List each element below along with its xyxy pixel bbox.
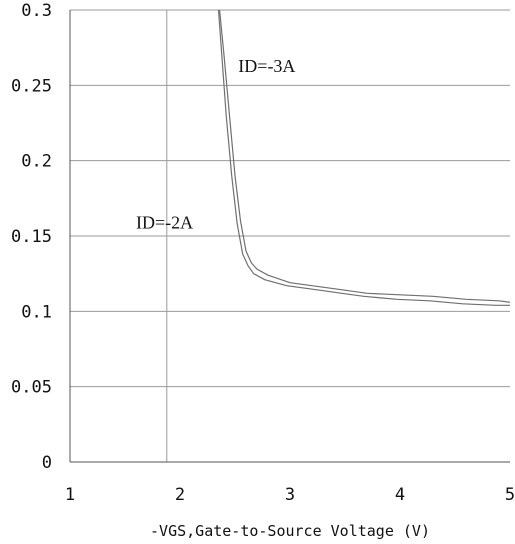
series-line-id-2a bbox=[217, 9, 510, 306]
y-tick-label: 0.3 bbox=[21, 1, 52, 21]
x-tick-label: 4 bbox=[395, 485, 405, 505]
series-annotation: ID=-2A bbox=[136, 212, 193, 232]
y-tick-label: 0.1 bbox=[21, 302, 52, 322]
x-tick-label: 5 bbox=[505, 485, 515, 505]
y-tick-label: 0.2 bbox=[21, 152, 52, 172]
series-line-id-3a bbox=[219, 9, 511, 303]
grid-layer bbox=[70, 9, 510, 462]
y-tick-label: 0 bbox=[42, 453, 52, 473]
series-annotation: ID=-3A bbox=[238, 56, 295, 76]
y-tick-label: 0.25 bbox=[11, 76, 52, 96]
axis-layer bbox=[69, 10, 510, 463]
x-tick-label: 3 bbox=[285, 485, 295, 505]
y-tick-label: 0.05 bbox=[11, 378, 52, 398]
text-layer: 0 0.05 0.1 0.15 0.2 0.25 0.3 1 2 3 4 5 -VGS,Gate-to-… bbox=[11, 1, 515, 540]
x-tick-label: 2 bbox=[175, 485, 185, 505]
x-axis-label: -VGS,Gate-to-Source Voltage (V) bbox=[150, 522, 430, 540]
series-layer bbox=[217, 9, 511, 306]
y-tick-label: 0.15 bbox=[11, 227, 52, 247]
x-tick-label: 1 bbox=[65, 485, 75, 505]
